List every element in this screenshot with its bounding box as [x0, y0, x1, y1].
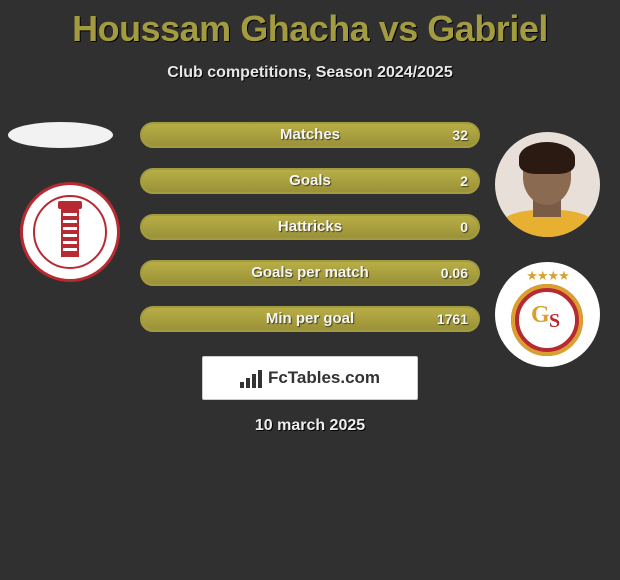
club-right-badge: ★★★★ G S	[495, 262, 600, 367]
brand-text: FcTables.com	[268, 368, 380, 388]
club-right-s-icon: S	[549, 310, 560, 333]
club-left-badge	[20, 182, 120, 282]
stat-label: Hattricks	[142, 216, 478, 238]
stat-label: Min per goal	[142, 308, 478, 330]
stat-value-right: 32	[452, 124, 468, 146]
club-right-stars-icon: ★★★★	[495, 268, 600, 284]
stat-value-right: 1761	[437, 308, 468, 330]
stat-row-goals-per-match: Goals per match 0.06	[140, 260, 480, 286]
stat-row-goals: Goals 2	[140, 168, 480, 194]
stat-value-right: 0.06	[441, 262, 468, 284]
footer-date: 10 march 2025	[0, 417, 620, 435]
player-right-avatar	[495, 132, 600, 237]
stat-label: Matches	[142, 124, 478, 146]
page-title: Houssam Ghacha vs Gabriel	[0, 0, 620, 50]
brand-link[interactable]: FcTables.com	[202, 356, 418, 400]
stat-value-right: 2	[460, 170, 468, 192]
stats-column: Matches 32 Goals 2 Hattricks 0 Goals per…	[140, 122, 480, 352]
stat-row-min-per-goal: Min per goal 1761	[140, 306, 480, 332]
stat-label: Goals per match	[142, 262, 478, 284]
player-left-avatar-placeholder	[8, 122, 113, 148]
stat-label: Goals	[142, 170, 478, 192]
subtitle: Club competitions, Season 2024/2025	[0, 64, 620, 82]
club-right-g-icon: G	[531, 302, 550, 329]
stat-value-right: 0	[460, 216, 468, 238]
club-left-stripes-icon	[63, 213, 77, 253]
brand-chart-icon	[240, 368, 262, 388]
stat-row-hattricks: Hattricks 0	[140, 214, 480, 240]
stat-row-matches: Matches 32	[140, 122, 480, 148]
avatar-hair-icon	[519, 142, 575, 174]
